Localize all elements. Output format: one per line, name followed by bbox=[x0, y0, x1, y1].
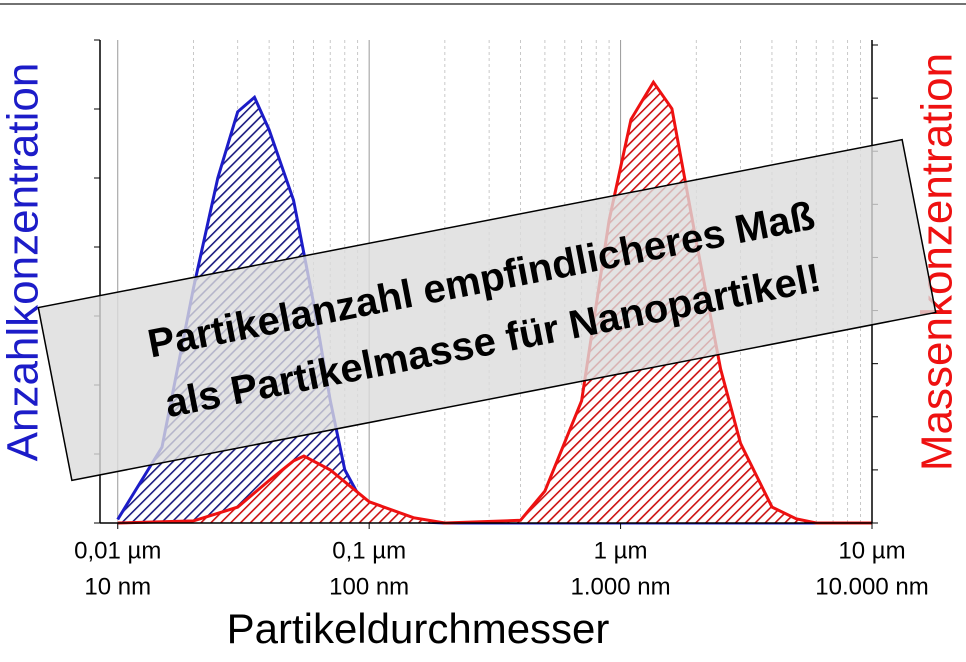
x-tick-label: 0,1 µm bbox=[332, 537, 406, 564]
x-tick-label: 10 µm bbox=[838, 537, 905, 564]
x-tick-label: 0,01 µm bbox=[74, 537, 161, 564]
x-tick-label-nm: 10.000 nm bbox=[815, 573, 928, 600]
line bbox=[117, 79, 872, 525]
banner-box bbox=[37, 138, 937, 482]
x-tick-label-nm: 100 nm bbox=[329, 573, 409, 600]
x-axis-label: Partikeldurchmesser bbox=[227, 605, 610, 652]
x-tick-label-nm: 10 nm bbox=[84, 573, 151, 600]
y-axis-label: Anzahlkonzentration bbox=[0, 63, 48, 462]
banner: Partikelanzahl empfindlicheres Maß als P… bbox=[37, 138, 937, 482]
x-tick-label: 1 µm bbox=[594, 537, 648, 564]
x-tick-label-nm: 1.000 nm bbox=[571, 573, 671, 600]
